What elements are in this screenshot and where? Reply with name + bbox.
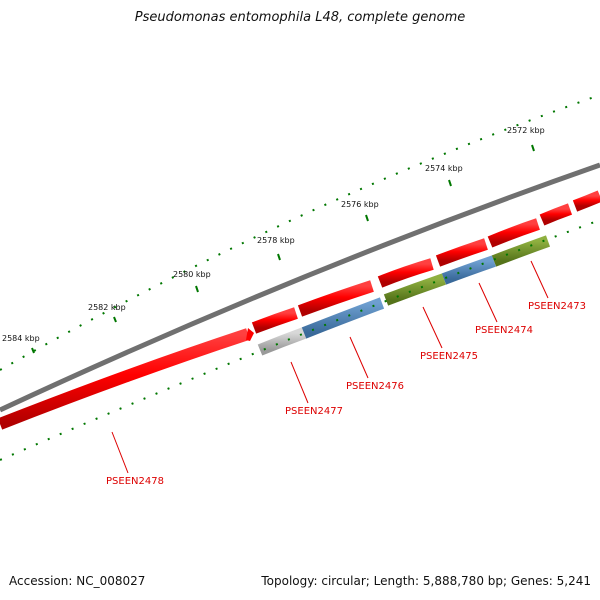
tick-2576 bbox=[365, 214, 369, 222]
gene-red-segment-4[interactable] bbox=[377, 258, 434, 288]
inner-scale-dotted-arc bbox=[0, 219, 600, 461]
scale-label-2572: 2572 kbp bbox=[507, 126, 545, 135]
scale-labels: 2584 kbp 2582 kbp 2580 kbp 2578 kbp 2576… bbox=[2, 126, 545, 343]
tick-2580 bbox=[195, 285, 199, 293]
gene-red-segment-7[interactable] bbox=[539, 203, 573, 226]
gene-label-PSEEN2475[interactable]: PSEEN2475 bbox=[420, 351, 478, 362]
accession-text: Accession: NC_008027 bbox=[9, 574, 146, 588]
gene-PSEEN2473[interactable] bbox=[491, 235, 551, 267]
scale-label-2574: 2574 kbp bbox=[425, 164, 463, 173]
tick-2582 bbox=[113, 316, 117, 323]
scale-label-2576: 2576 kbp bbox=[341, 200, 379, 209]
gene-red-segment-8[interactable] bbox=[572, 190, 600, 212]
leader-PSEEN2477 bbox=[290, 361, 309, 404]
gene-label-leaders bbox=[111, 260, 549, 474]
gene-label-PSEEN2477[interactable]: PSEEN2477 bbox=[285, 406, 343, 417]
gene-red-segment-6[interactable] bbox=[487, 218, 540, 248]
genome-summary-text: Topology: circular; Length: 5,888,780 bp… bbox=[261, 574, 591, 588]
scale-label-2582: 2582 kbp bbox=[88, 303, 126, 312]
tick-2572 bbox=[531, 144, 535, 152]
tick-2578 bbox=[277, 253, 281, 261]
leader-PSEEN2473 bbox=[530, 260, 549, 299]
gene-red-segment-5[interactable] bbox=[435, 238, 488, 267]
genome-title: Pseudomonas entomophila L48, complete ge… bbox=[134, 10, 466, 25]
gene-red-segment-3[interactable] bbox=[297, 280, 374, 317]
tick-2584 bbox=[31, 347, 35, 354]
leader-PSEEN2475 bbox=[422, 306, 443, 349]
forward-strand bbox=[0, 190, 600, 430]
gene-labels: PSEEN2478 PSEEN2477 PSEEN2476 PSEEN2475 … bbox=[106, 301, 586, 487]
scale-label-2578: 2578 kbp bbox=[257, 236, 295, 245]
gene-red-segment-2[interactable] bbox=[251, 307, 298, 334]
scale-label-2584: 2584 kbp bbox=[2, 334, 40, 343]
gene-label-PSEEN2476[interactable]: PSEEN2476 bbox=[346, 381, 404, 392]
gene-PSEEN2477[interactable] bbox=[257, 327, 307, 356]
leader-PSEEN2476 bbox=[349, 336, 369, 379]
leader-PSEEN2478 bbox=[111, 431, 129, 474]
gene-label-PSEEN2473[interactable]: PSEEN2473 bbox=[528, 301, 586, 312]
gene-PSEEN2474[interactable] bbox=[441, 255, 496, 285]
scale-label-2580: 2580 kbp bbox=[173, 270, 211, 279]
genome-backbone bbox=[0, 162, 600, 413]
tick-2574 bbox=[448, 179, 452, 187]
gene-PSEEN2478-arrowhead bbox=[246, 328, 254, 341]
gene-label-PSEEN2474[interactable]: PSEEN2474 bbox=[475, 325, 533, 336]
gene-label-PSEEN2478[interactable]: PSEEN2478 bbox=[106, 476, 164, 487]
leader-PSEEN2474 bbox=[478, 282, 498, 323]
gene-PSEEN2475[interactable] bbox=[383, 273, 446, 306]
major-ticks bbox=[31, 144, 535, 354]
gene-PSEEN2478[interactable] bbox=[0, 328, 250, 430]
